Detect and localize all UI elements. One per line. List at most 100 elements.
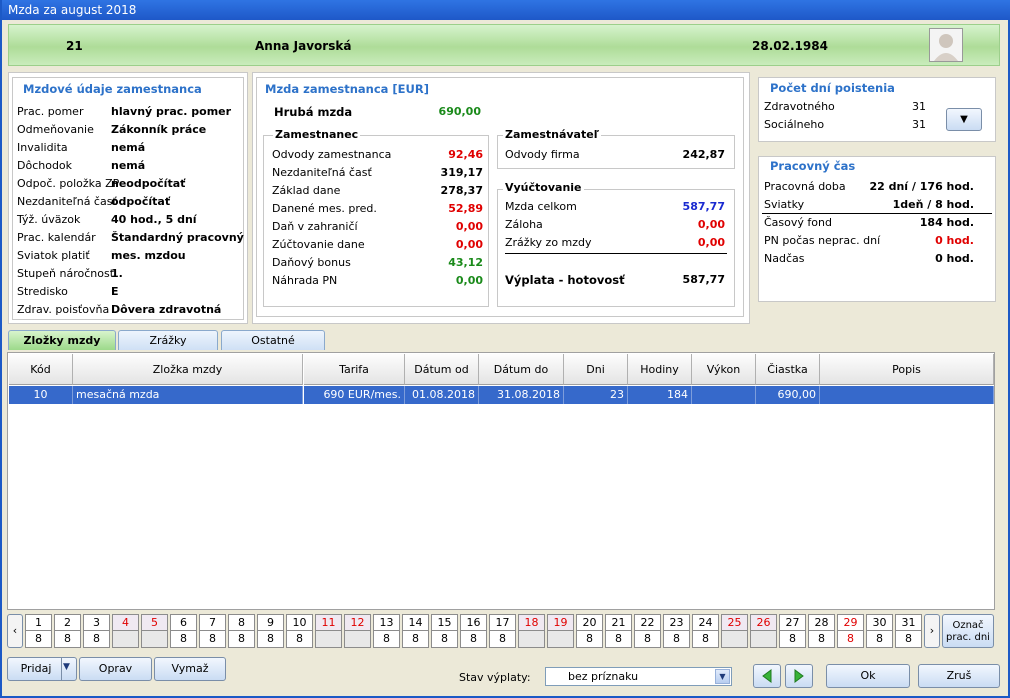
calendar-day[interactable]: 11 bbox=[315, 614, 342, 648]
tab-zlozky-mzdy[interactable]: Zložky mzdy bbox=[8, 330, 116, 350]
calendar-day[interactable]: 17 8 bbox=[489, 614, 516, 648]
day-hours[interactable]: 8 bbox=[470, 632, 477, 645]
table-cell[interactable]: 690 EUR/mes. bbox=[304, 386, 405, 404]
prev-employee-button[interactable] bbox=[753, 664, 781, 688]
day-hours[interactable]: 8 bbox=[441, 632, 448, 645]
day-hours[interactable]: 8 bbox=[905, 632, 912, 645]
day-hours[interactable] bbox=[751, 631, 776, 647]
calendar-day[interactable]: 27 8 bbox=[779, 614, 806, 648]
day-hours[interactable]: 8 bbox=[847, 632, 854, 645]
day-hours[interactable]: 8 bbox=[499, 632, 506, 645]
calendar-day[interactable]: 25 bbox=[721, 614, 748, 648]
calendar-next-button[interactable]: › bbox=[924, 614, 940, 648]
column-header[interactable]: Tarifa bbox=[304, 354, 405, 385]
calendar-day[interactable]: 4 bbox=[112, 614, 139, 648]
table-cell[interactable]: 184 bbox=[628, 386, 692, 404]
table-cell[interactable]: 31.08.2018 bbox=[479, 386, 564, 404]
day-hours[interactable]: 8 bbox=[35, 632, 42, 645]
column-header[interactable]: Kód bbox=[9, 354, 73, 385]
day-hours[interactable]: 8 bbox=[238, 632, 245, 645]
next-employee-button[interactable] bbox=[785, 664, 813, 688]
day-hours[interactable] bbox=[113, 631, 138, 647]
status-select[interactable]: bez príznaku ▼ bbox=[545, 667, 732, 686]
day-hours[interactable] bbox=[345, 631, 370, 647]
day-hours[interactable]: 8 bbox=[876, 632, 883, 645]
day-hours[interactable]: 8 bbox=[615, 632, 622, 645]
add-button[interactable]: Pridaj bbox=[7, 657, 77, 681]
calendar-day[interactable]: 21 8 bbox=[605, 614, 632, 648]
column-header[interactable]: Čiastka bbox=[756, 354, 820, 385]
calendar-day[interactable]: 16 8 bbox=[460, 614, 487, 648]
calendar-day[interactable]: 28 8 bbox=[808, 614, 835, 648]
column-header[interactable]: Dni bbox=[564, 354, 628, 385]
calendar-day[interactable]: 12 bbox=[344, 614, 371, 648]
employee-row-label: Náhrada PN bbox=[272, 274, 338, 287]
calendar-day[interactable]: 5 bbox=[141, 614, 168, 648]
column-header[interactable]: Dátum od bbox=[405, 354, 479, 385]
calendar-day[interactable]: 23 8 bbox=[663, 614, 690, 648]
day-hours[interactable]: 8 bbox=[267, 632, 274, 645]
day-hours[interactable]: 8 bbox=[180, 632, 187, 645]
calendar-day[interactable]: 30 8 bbox=[866, 614, 893, 648]
calendar-day[interactable]: 18 bbox=[518, 614, 545, 648]
column-header[interactable]: Výkon bbox=[692, 354, 756, 385]
day-hours[interactable]: 8 bbox=[296, 632, 303, 645]
tab-ostatne[interactable]: Ostatné bbox=[221, 330, 325, 350]
table-cell[interactable]: 23 bbox=[564, 386, 628, 404]
calendar-day[interactable]: 20 8 bbox=[576, 614, 603, 648]
calendar-day[interactable]: 22 8 bbox=[634, 614, 661, 648]
column-header[interactable]: Popis bbox=[820, 354, 994, 385]
day-hours[interactable]: 8 bbox=[702, 632, 709, 645]
table-cell[interactable]: 01.08.2018 bbox=[405, 386, 479, 404]
day-hours[interactable]: 8 bbox=[93, 632, 100, 645]
day-hours[interactable]: 8 bbox=[789, 632, 796, 645]
day-hours[interactable] bbox=[142, 631, 167, 647]
calendar-day[interactable]: 14 8 bbox=[402, 614, 429, 648]
calendar-day[interactable]: 29 8 bbox=[837, 614, 864, 648]
calendar-day[interactable]: 26 bbox=[750, 614, 777, 648]
column-header[interactable]: Dátum do bbox=[479, 354, 564, 385]
day-hours[interactable]: 8 bbox=[64, 632, 71, 645]
calendar-day[interactable]: 10 8 bbox=[286, 614, 313, 648]
day-hours[interactable]: 8 bbox=[644, 632, 651, 645]
table-cell[interactable] bbox=[820, 386, 994, 404]
day-hours[interactable]: 8 bbox=[586, 632, 593, 645]
gross-label: Hrubá mzda bbox=[274, 105, 353, 119]
mark-work-days-button[interactable]: Označ prac. dni bbox=[942, 614, 994, 648]
delete-button[interactable]: Vymaž bbox=[154, 657, 226, 681]
calendar-day[interactable]: 13 8 bbox=[373, 614, 400, 648]
table-cell[interactable] bbox=[692, 386, 756, 404]
tab-zrazky[interactable]: Zrážky bbox=[118, 330, 218, 350]
day-hours[interactable]: 8 bbox=[673, 632, 680, 645]
column-header[interactable]: Zložka mzdy bbox=[73, 354, 303, 385]
expand-button[interactable]: ▼ bbox=[946, 108, 982, 131]
day-hours[interactable]: 8 bbox=[818, 632, 825, 645]
table-cell[interactable]: mesačná mzda bbox=[73, 386, 303, 404]
day-hours[interactable] bbox=[722, 631, 747, 647]
day-hours[interactable]: 8 bbox=[209, 632, 216, 645]
chevron-down-icon[interactable]: ▼ bbox=[63, 662, 70, 672]
day-hours[interactable]: 8 bbox=[383, 632, 390, 645]
calendar-day[interactable]: 15 8 bbox=[431, 614, 458, 648]
cancel-button[interactable]: Zruš bbox=[918, 664, 1000, 688]
day-hours[interactable] bbox=[548, 631, 573, 647]
calendar-prev-button[interactable]: ‹ bbox=[7, 614, 23, 648]
calendar-day[interactable]: 24 8 bbox=[692, 614, 719, 648]
ok-button[interactable]: Ok bbox=[826, 664, 910, 688]
table-cell[interactable]: 10 bbox=[9, 386, 73, 404]
day-hours[interactable] bbox=[316, 631, 341, 647]
calendar-day[interactable]: 19 bbox=[547, 614, 574, 648]
column-header[interactable]: Hodiny bbox=[628, 354, 692, 385]
day-hours[interactable]: 8 bbox=[412, 632, 419, 645]
table-cell[interactable]: 690,00 bbox=[756, 386, 820, 404]
edit-button[interactable]: Oprav bbox=[79, 657, 152, 681]
day-hours[interactable] bbox=[519, 631, 544, 647]
calendar-day[interactable]: 31 8 bbox=[895, 614, 922, 648]
